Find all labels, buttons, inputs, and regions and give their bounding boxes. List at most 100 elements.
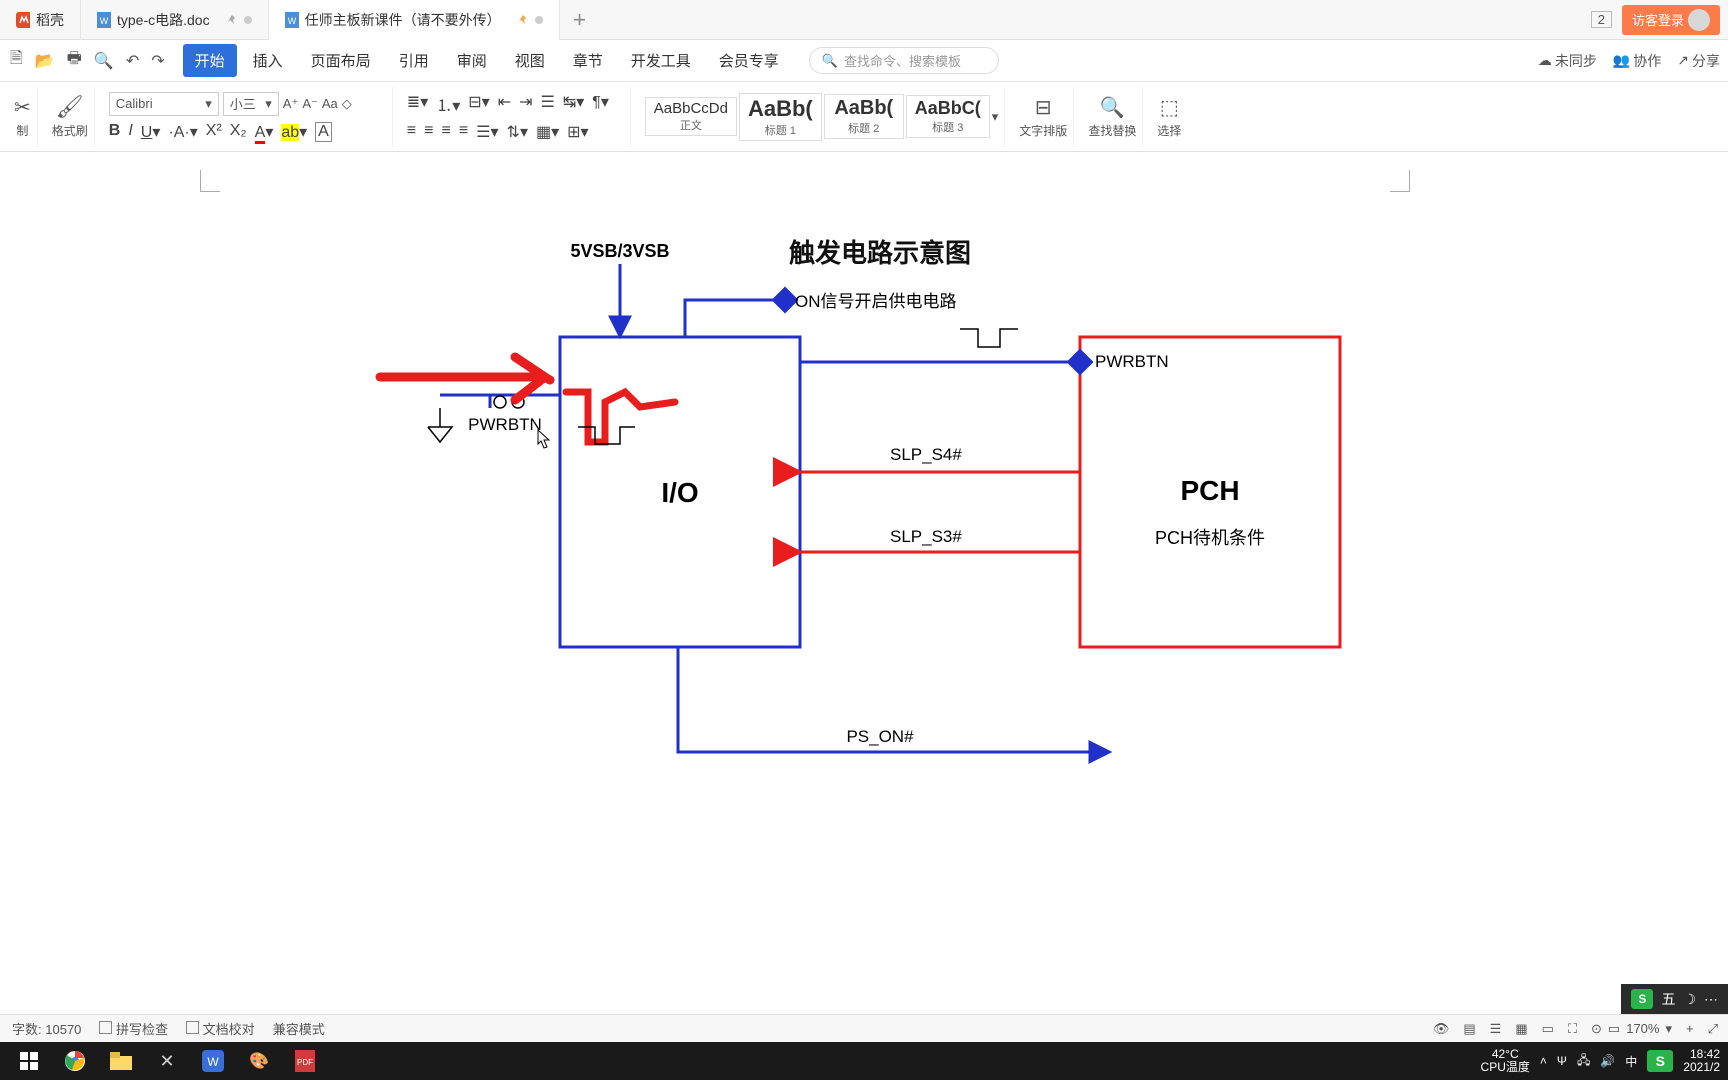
menu-view[interactable]: 视图 bbox=[503, 44, 557, 77]
tab-icon[interactable]: ↹▾ bbox=[563, 92, 584, 116]
shading-icon[interactable]: ▦▾ bbox=[536, 122, 559, 142]
undo-icon[interactable]: ↶ bbox=[126, 51, 139, 71]
style-body[interactable]: AaBbCcDd正文 bbox=[645, 97, 737, 136]
pdf-icon[interactable]: PDF bbox=[282, 1044, 328, 1078]
sort-icon[interactable]: ☰ bbox=[541, 92, 555, 116]
print-icon[interactable]: 🖶 bbox=[67, 47, 82, 74]
cut-icon[interactable]: ✂ bbox=[14, 95, 31, 120]
subscript-icon[interactable]: X₂ bbox=[230, 122, 247, 142]
align-justify-icon[interactable]: ≡ bbox=[459, 122, 468, 142]
tab-home[interactable]: 稻壳 bbox=[0, 0, 81, 40]
cpu-temp[interactable]: 42°CCPU温度 bbox=[1481, 1048, 1530, 1074]
fit-icon[interactable]: ⤢ bbox=[1708, 1021, 1718, 1037]
zoom-value[interactable]: 170% bbox=[1626, 1021, 1659, 1036]
spellcheck-status[interactable]: 拼写检查 bbox=[99, 1019, 168, 1038]
increase-font-icon[interactable]: A⁺ bbox=[283, 96, 299, 112]
start-button[interactable] bbox=[6, 1044, 52, 1078]
underline-icon[interactable]: U▾ bbox=[141, 122, 161, 142]
proofread-status[interactable]: 文档校对 bbox=[186, 1019, 255, 1038]
ime-more-icon[interactable]: ⋯ bbox=[1704, 991, 1718, 1008]
italic-icon[interactable]: I bbox=[128, 122, 132, 142]
bullets-icon[interactable]: ≣▾ bbox=[407, 92, 428, 116]
line-spacing-icon[interactable]: ⇅▾ bbox=[507, 122, 528, 142]
menu-review[interactable]: 审阅 bbox=[445, 44, 499, 77]
menu-insert[interactable]: 插入 bbox=[241, 44, 295, 77]
font-color-icon[interactable]: A▾ bbox=[255, 122, 274, 142]
menu-start[interactable]: 开始 bbox=[183, 44, 237, 77]
tab-doc-2[interactable]: W 任师主板新课件（请不要外传） bbox=[269, 0, 560, 40]
usb-icon[interactable]: Ψ bbox=[1557, 1054, 1567, 1068]
sogou-tray-icon[interactable]: S bbox=[1647, 1050, 1673, 1072]
wps-taskbar-icon[interactable]: W bbox=[190, 1044, 236, 1078]
share-button[interactable]: ↗ 分享 bbox=[1677, 51, 1720, 71]
font-family-select[interactable]: Calibri▾ bbox=[109, 92, 219, 116]
font-size-select[interactable]: 小三▾ bbox=[223, 92, 279, 116]
paint-icon[interactable]: 🎨 bbox=[236, 1044, 282, 1078]
text-wrap-group[interactable]: ⊟ 文字排版 bbox=[1013, 87, 1074, 147]
menu-vip[interactable]: 会员专享 bbox=[707, 44, 791, 77]
tab-add-button[interactable]: + bbox=[560, 7, 600, 33]
decrease-font-icon[interactable]: A⁻ bbox=[302, 96, 318, 112]
eye-icon[interactable]: 👁 bbox=[1433, 1021, 1450, 1037]
strike-icon[interactable]: ·A·▾ bbox=[168, 122, 197, 142]
ime-bar[interactable]: S 五 ☽ ⋯ bbox=[1621, 984, 1728, 1014]
redo-icon[interactable]: ↷ bbox=[151, 51, 164, 71]
menu-section[interactable]: 章节 bbox=[561, 44, 615, 77]
view-outline-icon[interactable]: ☰ bbox=[1490, 1021, 1502, 1037]
sync-status[interactable]: ☁ 未同步 bbox=[1538, 51, 1597, 71]
view-web-icon[interactable]: ▦ bbox=[1515, 1021, 1527, 1037]
highlight-icon[interactable]: ab▾ bbox=[281, 122, 307, 142]
menu-dev[interactable]: 开发工具 bbox=[619, 44, 703, 77]
coop-button[interactable]: 👥 协作 bbox=[1613, 51, 1661, 71]
menu-layout[interactable]: 页面布局 bbox=[299, 44, 383, 77]
align-center-icon[interactable]: ≡ bbox=[424, 122, 433, 142]
borders-icon[interactable]: ⊞▾ bbox=[567, 122, 588, 142]
app-icon-1[interactable]: ✕ bbox=[144, 1044, 190, 1078]
tray-up-icon[interactable]: ˄ bbox=[1540, 1054, 1547, 1068]
view-page-icon[interactable]: ▤ bbox=[1463, 1021, 1475, 1037]
network-icon[interactable]: 🖧 bbox=[1577, 1051, 1590, 1072]
select-group[interactable]: ⬚ 选择 bbox=[1151, 87, 1187, 147]
style-h2[interactable]: AaBb(标题 2 bbox=[824, 94, 904, 139]
indent-inc-icon[interactable]: ⇥ bbox=[519, 92, 532, 116]
print-preview-icon[interactable]: 🔍 bbox=[94, 51, 114, 71]
clear-format-icon[interactable]: ◇ bbox=[342, 96, 352, 112]
zoom-dropdown-icon[interactable]: ▾ bbox=[1665, 1021, 1672, 1037]
login-button[interactable]: 访客登录 bbox=[1622, 5, 1720, 35]
command-search[interactable]: 🔍 查找命令、搜索模板 bbox=[809, 47, 999, 74]
distribute-icon[interactable]: ☰▾ bbox=[476, 122, 498, 142]
tab-doc-1[interactable]: W type-c电路.doc bbox=[81, 0, 269, 40]
styles-more-icon[interactable]: ▾ bbox=[992, 109, 999, 125]
zoom-out-icon[interactable]: ▭ bbox=[1608, 1021, 1620, 1037]
document-canvas[interactable]: 触发电路示意图 I/O PCH PCH待机条件 5VSB/3VSB ON信号开启… bbox=[0, 152, 1728, 1016]
volume-icon[interactable]: 🔊 bbox=[1600, 1054, 1615, 1068]
bold-icon[interactable]: B bbox=[109, 122, 121, 142]
explorer-icon[interactable] bbox=[98, 1044, 144, 1078]
open-icon[interactable]: 📂 bbox=[35, 51, 55, 71]
page-count-badge[interactable]: 2 bbox=[1591, 11, 1612, 28]
superscript-icon[interactable]: X² bbox=[206, 122, 222, 142]
clock[interactable]: 18:422021/2 bbox=[1683, 1048, 1720, 1074]
word-count[interactable]: 字数: 10570 bbox=[12, 1019, 81, 1038]
pin-icon[interactable] bbox=[226, 14, 238, 26]
ime-indicator[interactable]: 中 bbox=[1625, 1053, 1637, 1070]
menu-references[interactable]: 引用 bbox=[387, 44, 441, 77]
pin-icon[interactable] bbox=[517, 14, 529, 26]
moon-icon[interactable]: ☽ bbox=[1683, 991, 1696, 1008]
view-fullscreen-icon[interactable]: ⛶ bbox=[1568, 1021, 1577, 1037]
char-border-icon[interactable]: A bbox=[315, 122, 332, 142]
zoom-in-icon[interactable]: + bbox=[1686, 1021, 1694, 1036]
align-left-icon[interactable]: ≡ bbox=[407, 122, 416, 142]
zoom-reset-icon[interactable]: ⊙ bbox=[1591, 1021, 1602, 1037]
view-read-icon[interactable]: ▭ bbox=[1542, 1021, 1554, 1037]
new-file-icon[interactable]: 🗎 bbox=[10, 47, 23, 74]
find-replace-group[interactable]: 🔍 查找替换 bbox=[1082, 87, 1143, 147]
show-marks-icon[interactable]: ¶▾ bbox=[592, 92, 609, 116]
style-h1[interactable]: AaBb(标题 1 bbox=[739, 93, 822, 141]
style-h3[interactable]: AaBbC(标题 3 bbox=[906, 95, 990, 138]
change-case-icon[interactable]: Aa bbox=[322, 96, 338, 111]
multilevel-icon[interactable]: ⊟▾ bbox=[468, 92, 489, 116]
format-painter-group[interactable]: 🖌 格式刷 bbox=[46, 87, 95, 147]
chrome-icon[interactable] bbox=[52, 1044, 98, 1078]
numbering-icon[interactable]: ⒈▾ bbox=[436, 92, 460, 116]
